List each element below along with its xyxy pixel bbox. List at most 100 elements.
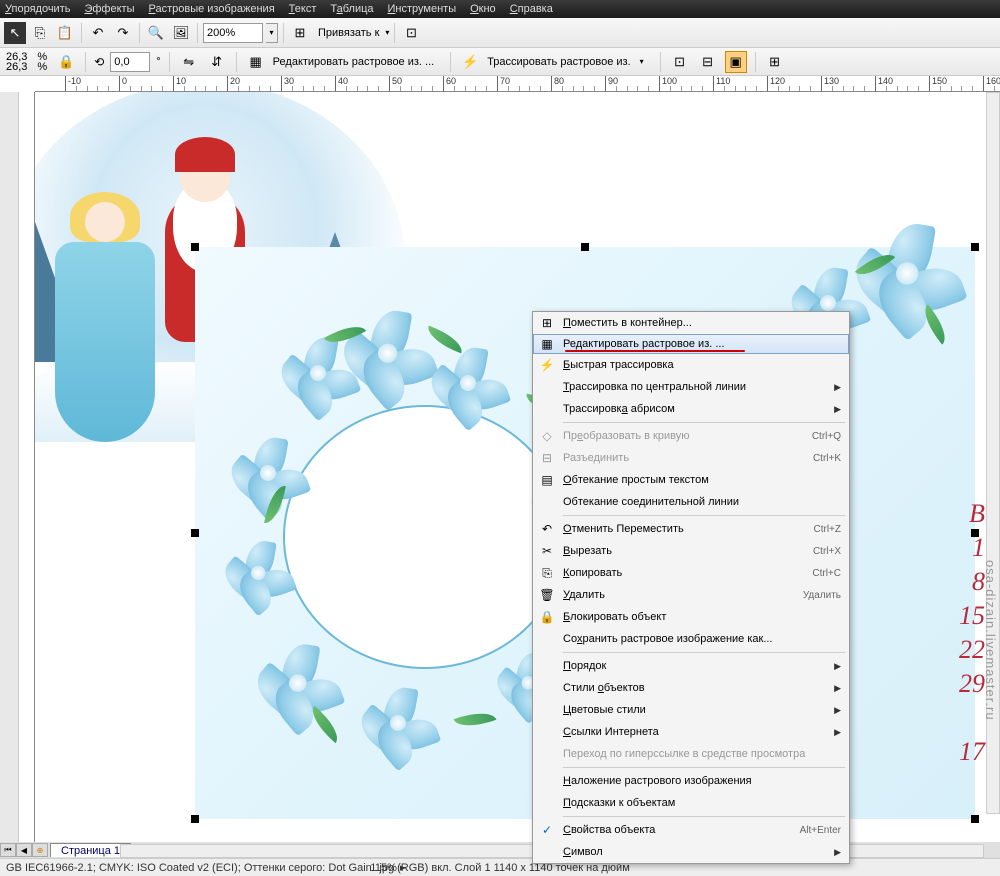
tool-arrow-icon[interactable]: ↖ <box>4 22 26 44</box>
edit-bitmap-icon[interactable]: ▦ <box>245 51 267 73</box>
ctx-трассировка-абр[interactable]: Трассировка абрисом▶ <box>533 398 849 420</box>
ctx-редактировать-р[interactable]: ▦Редактировать растровое из. ... <box>533 334 849 354</box>
ctx-label: Преобразовать в кривую <box>563 430 812 442</box>
handle-tr[interactable] <box>971 243 979 251</box>
ctx-icon: 🔒 <box>537 609 557 625</box>
ctx-label: Трассировка по центральной линии <box>563 381 834 393</box>
ctx-label: Блокировать объект <box>563 611 841 623</box>
canvas[interactable]: × <box>35 92 1000 828</box>
ctx-переход-по-гипе: Переход по гиперссылке в средстве просмо… <box>533 743 849 765</box>
page-add-icon[interactable]: ⊕ <box>32 843 48 857</box>
tool-img-icon[interactable]: 🖼 <box>170 22 192 44</box>
ctx-быстрая-трассир[interactable]: ⚡Быстрая трассировка <box>533 354 849 376</box>
tool-snap-icon[interactable]: ⊞ <box>289 22 311 44</box>
ctx-icon <box>537 746 557 762</box>
tool-paste-icon[interactable]: 📋 <box>54 22 76 44</box>
menu-text[interactable]: Текст <box>289 3 317 15</box>
ctx-label: Наложение растрового изображения <box>563 775 841 787</box>
ctx-shortcut: Ctrl+Z <box>814 524 842 535</box>
tb-b-icon[interactable]: ⊟ <box>697 51 719 73</box>
ctx-label: Символ <box>563 846 834 858</box>
ctx-label: Порядок <box>563 660 834 672</box>
toolbar-props: 26,3 26,3 % % 🔒 ⟲ ° ⇋ ⇵ ▦ Редактировать … <box>0 48 1000 76</box>
ctx-стили-объектов[interactable]: Стили объектов▶ <box>533 677 849 699</box>
page-tab-1[interactable]: Страница 1 <box>50 843 131 857</box>
handle-ml[interactable] <box>191 529 199 537</box>
ctx-обтекание-прост[interactable]: ▤Обтекание простым текстом <box>533 469 849 491</box>
menu-tools[interactable]: Инструменты <box>388 3 457 15</box>
tool-search-icon[interactable]: 🔍 <box>145 22 167 44</box>
toolbar-main: ↖ ⎘ 📋 ↶ ↷ 🔍 🖼 ▾ ⊞ Привязать к ▾ ⊡ <box>0 18 1000 48</box>
ctx-shortcut: Ctrl+K <box>813 453 841 464</box>
ctx-удалить[interactable]: 🗑УдалитьУдалить <box>533 584 849 606</box>
ctx-порядок[interactable]: Порядок▶ <box>533 655 849 677</box>
edit-bitmap-button[interactable]: Редактировать растровое из. ... <box>273 56 435 68</box>
ctx-ссылки-интернет[interactable]: Ссылки Интернета▶ <box>533 721 849 743</box>
lock-ratio-icon[interactable]: 🔒 <box>55 51 77 73</box>
tool-copy-icon[interactable]: ⎘ <box>29 22 51 44</box>
calendar-text: В 1 8 15 22 29 17 <box>959 497 985 769</box>
ctx-обтекание-соеди[interactable]: Обтекание соединительной линии <box>533 491 849 513</box>
zoom-dropdown[interactable]: ▾ <box>266 23 278 43</box>
toolbox[interactable] <box>0 92 19 844</box>
ctx-отменить-переме[interactable]: ↶Отменить ПереместитьCtrl+Z <box>533 518 849 540</box>
submenu-arrow-icon: ▶ <box>834 404 841 415</box>
ctx-подсказки-к-объ[interactable]: Подсказки к объектам <box>533 792 849 814</box>
flip-h-icon[interactable]: ⇋ <box>178 51 200 73</box>
ctx-label: Обтекание соединительной линии <box>563 496 841 508</box>
ctx-разъединить: ⊟РазъединитьCtrl+K <box>533 447 849 469</box>
ctx-icon <box>537 702 557 718</box>
tb-a-icon[interactable]: ⊡ <box>669 51 691 73</box>
ctx-наложение-растр[interactable]: Наложение растрового изображения <box>533 770 849 792</box>
menu-window[interactable]: Окно <box>470 3 496 15</box>
ctx-символ[interactable]: Символ▶ <box>533 841 849 863</box>
trace-bitmap-button[interactable]: Трассировать растровое из. <box>487 56 630 68</box>
page-first-icon[interactable]: ⏮ <box>0 843 16 857</box>
handle-bl[interactable] <box>191 815 199 823</box>
ctx-shortcut: Ctrl+C <box>812 568 841 579</box>
ctx-label: Цветовые стили <box>563 704 834 716</box>
ctx-свойства-объект[interactable]: ✓Свойства объектаAlt+Enter <box>533 819 849 841</box>
page-prev-icon[interactable]: ◀ <box>16 843 32 857</box>
ctx-преобразовать-в: ◇Преобразовать в кривуюCtrl+Q <box>533 425 849 447</box>
ctx-копировать[interactable]: ⎘КопироватьCtrl+C <box>533 562 849 584</box>
handle-tm[interactable] <box>581 243 589 251</box>
trace-bitmap-icon[interactable]: ⚡ <box>459 51 481 73</box>
tool-undo-icon[interactable]: ↶ <box>87 22 109 44</box>
handle-tl[interactable] <box>191 243 199 251</box>
menu-bitmap[interactable]: Растровые изображения <box>148 3 274 15</box>
tb-d-icon[interactable]: ⊞ <box>764 51 786 73</box>
ctx-label: Копировать <box>563 567 812 579</box>
snap-dropdown[interactable]: ▾ <box>385 28 389 37</box>
ctx-icon: ↶ <box>537 521 557 537</box>
ctx-блокировать-объ[interactable]: 🔒 Блокировать объект <box>533 606 849 628</box>
ctx-icon: ▤ <box>537 472 557 488</box>
menu-help[interactable]: Справка <box>510 3 553 15</box>
ctx-вырезать[interactable]: ✂ВырезатьCtrl+X <box>533 540 849 562</box>
ctx-icon <box>537 844 557 860</box>
tool-redo-icon[interactable]: ↷ <box>112 22 134 44</box>
menu-effects[interactable]: Эффекты <box>84 3 134 15</box>
ctx-icon: ⚡ <box>537 357 557 373</box>
menu-arrange[interactable]: Упорядочить <box>5 3 70 15</box>
ctx-поместить-в-кон[interactable]: ⊞Поместить в контейнер... <box>533 312 849 334</box>
ctx-label: Удалить <box>563 589 803 601</box>
menu-table[interactable]: Таблица <box>330 3 373 15</box>
zoom-input[interactable] <box>203 23 263 43</box>
tool-opts-icon[interactable]: ⊡ <box>400 22 422 44</box>
rotation-input[interactable] <box>110 52 150 72</box>
ctx-label: Переход по гиперссылке в средстве просмо… <box>563 748 841 760</box>
ctx-сохранить-растр[interactable]: Сохранить растровое изображение как... <box>533 628 849 650</box>
ctx-цветовые-стили[interactable]: Цветовые стили▶ <box>533 699 849 721</box>
trace-dropdown[interactable]: ▾ <box>640 57 644 66</box>
ctx-icon: ▦ <box>537 336 557 352</box>
ctx-shortcut: Ctrl+X <box>813 546 841 557</box>
ctx-icon <box>537 658 557 674</box>
ctx-icon: ✂ <box>537 543 557 559</box>
ruler-horizontal: -100102030405060708090100110120130140150… <box>35 76 1000 92</box>
tb-c-icon[interactable]: ▣ <box>725 51 747 73</box>
status-left: GB IEC61966-2.1; CMYK: ISO Coated v2 (EC… <box>6 861 405 874</box>
flip-v-icon[interactable]: ⇵ <box>206 51 228 73</box>
handle-br[interactable] <box>971 815 979 823</box>
ctx-трассировка-по-[interactable]: Трассировка по центральной линии▶ <box>533 376 849 398</box>
